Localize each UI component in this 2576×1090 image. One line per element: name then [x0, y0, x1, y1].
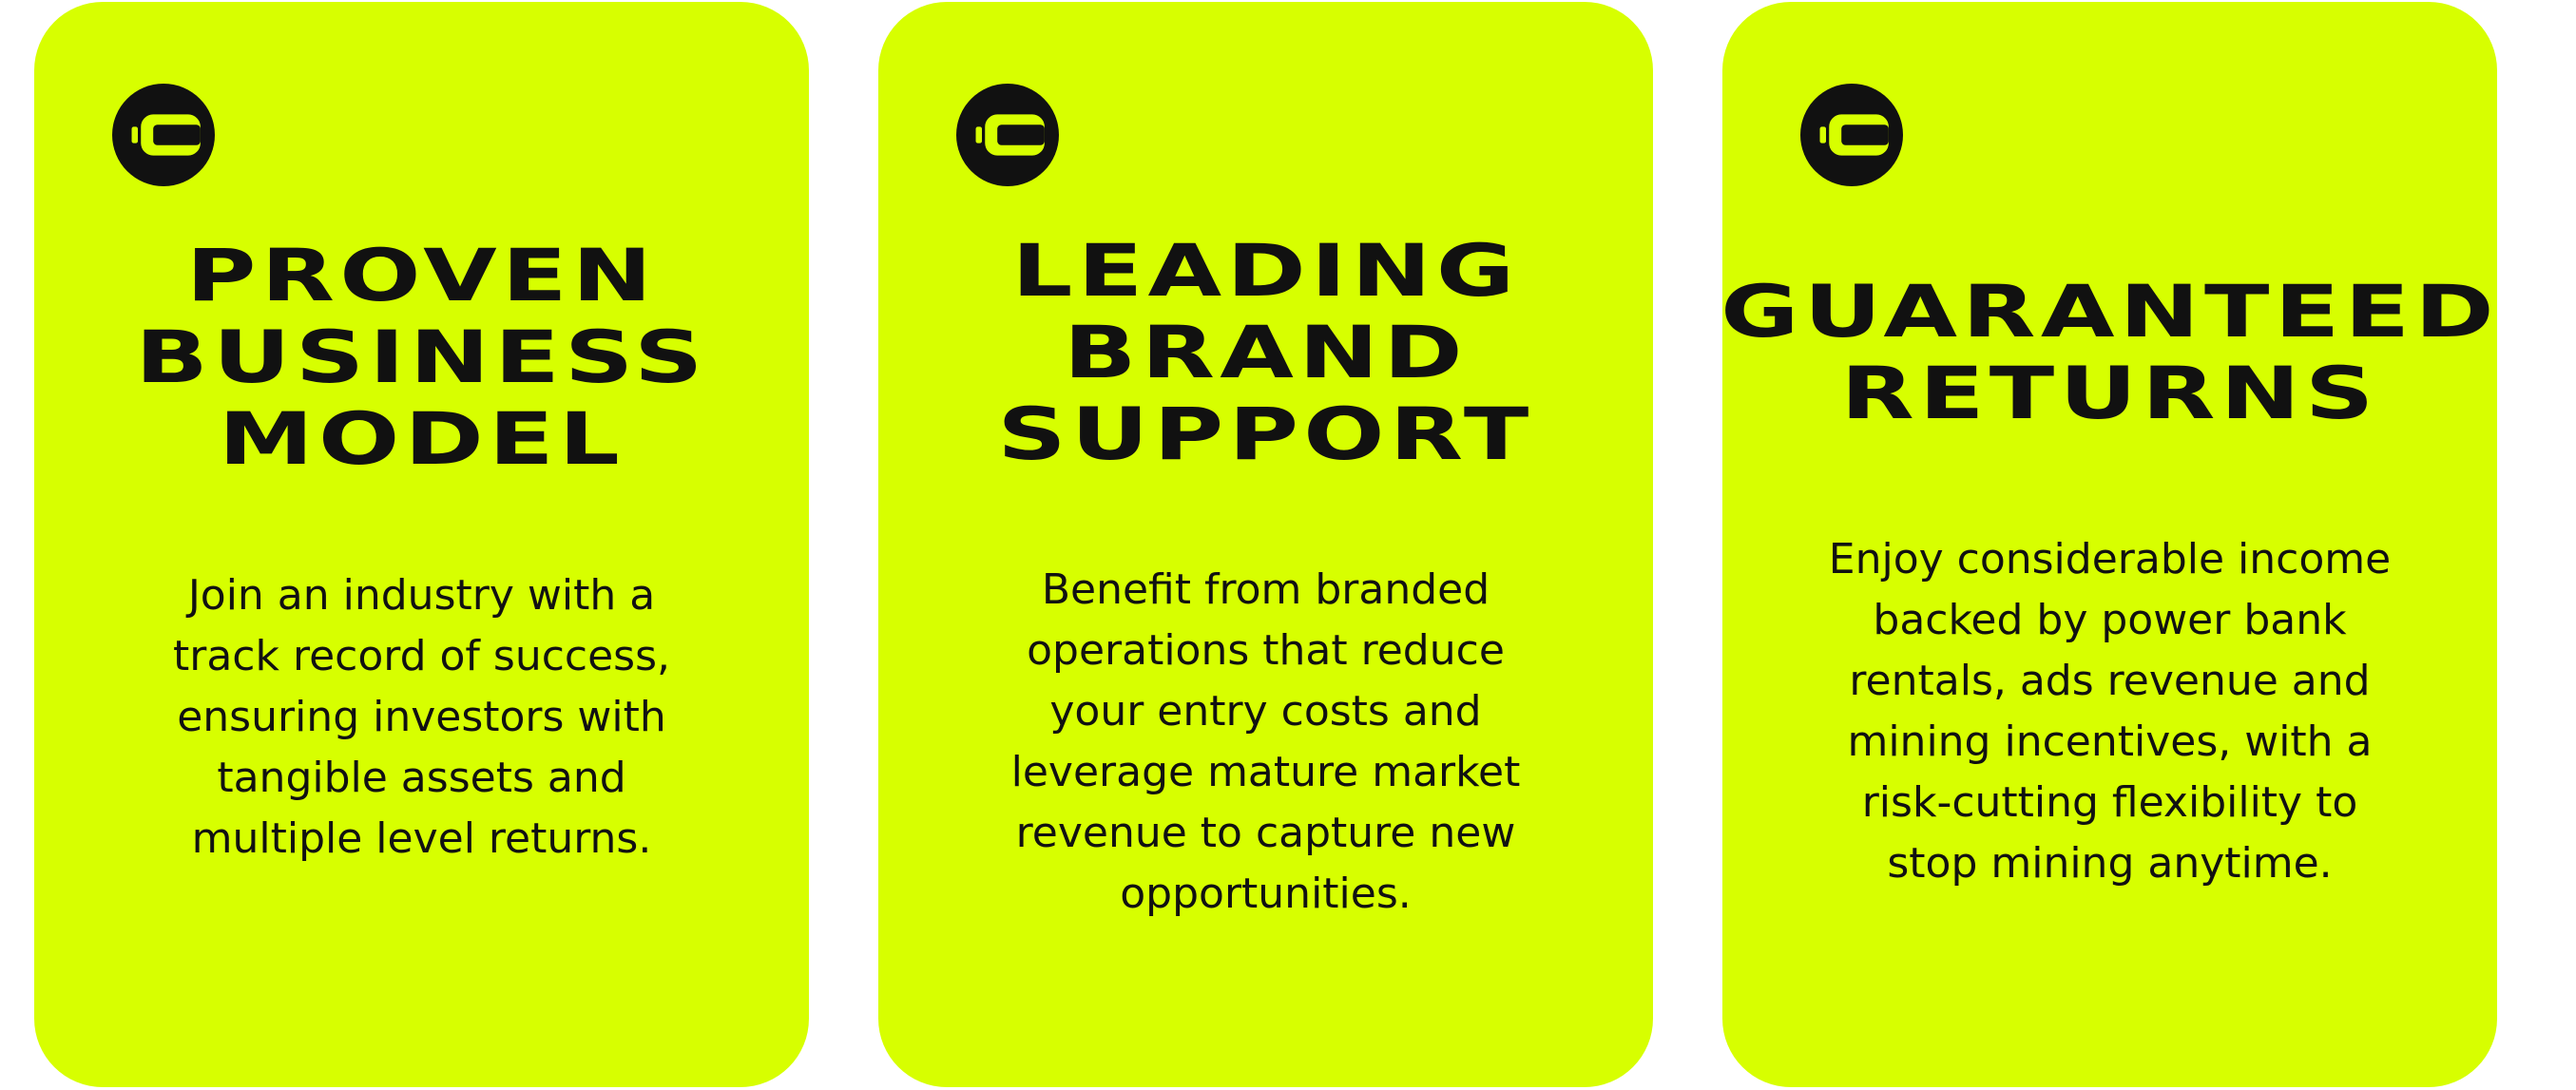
card-description-line: Join an industry with a: [187, 571, 656, 620]
brand-logo-icon: [1800, 84, 1903, 186]
card-description-line: opportunities.: [1120, 870, 1412, 918]
card-description-line: mining incentives, with a: [1847, 717, 2373, 766]
feature-card-guaranteed-returns: GUARANTEED RETURNS Enjoy considerable in…: [1721, 2, 2497, 1087]
card-title-line: BUSINESS: [135, 315, 708, 399]
card-title: GUARANTEED RETURNS: [1599, 271, 2576, 434]
card-title-line: MODEL: [218, 396, 625, 481]
feature-card-leading-brand-support: LEADING BRAND SUPPORT Benefit from brand…: [878, 2, 1653, 1087]
card-title-line: SUPPORT: [997, 392, 1534, 476]
card-title-line: GUARANTEED: [1721, 269, 2499, 354]
card-description-line: stop mining anytime.: [1887, 839, 2333, 888]
card-description-line: operations that reduce: [1027, 626, 1505, 675]
card-description-line: leverage mature market: [1010, 748, 1521, 796]
card-description: Enjoy considerable income backed by powe…: [1817, 529, 2402, 894]
card-description-line: track record of success,: [173, 632, 670, 680]
card-description-line: your entry costs and: [1049, 687, 1482, 736]
brand-logo-icon: [956, 84, 1059, 186]
card-description-line: tangible assets and: [217, 754, 626, 802]
card-title-line: RETURNS: [1840, 351, 2379, 435]
card-description: Benefit from branded operations that red…: [973, 560, 1558, 925]
card-description-line: rentals, ads revenue and: [1849, 657, 2371, 705]
card-description-line: risk-cutting flexibility to: [1861, 778, 2358, 827]
card-description-line: Enjoy considerable income: [1828, 535, 2392, 583]
card-title-line: PROVEN: [185, 233, 658, 317]
card-title-line: BRAND: [1064, 310, 1468, 394]
card-title: LEADING BRAND SUPPORT: [755, 230, 1778, 475]
card-description-line: Benefit from branded: [1041, 565, 1490, 614]
card-description-line: revenue to capture new: [1015, 809, 1516, 857]
card-description-line: backed by power bank: [1873, 596, 2347, 644]
card-description-line: ensuring investors with: [177, 693, 666, 741]
card-title: PROVEN BUSINESS MODEL: [0, 235, 932, 480]
feature-card-proven-business-model: PROVEN BUSINESS MODEL Join an industry w…: [34, 2, 809, 1087]
brand-logo-icon: [112, 84, 215, 186]
card-description-line: multiple level returns.: [191, 814, 652, 863]
card-title-line: LEADING: [1011, 228, 1520, 313]
card-description: Join an industry with a track record of …: [129, 565, 714, 870]
